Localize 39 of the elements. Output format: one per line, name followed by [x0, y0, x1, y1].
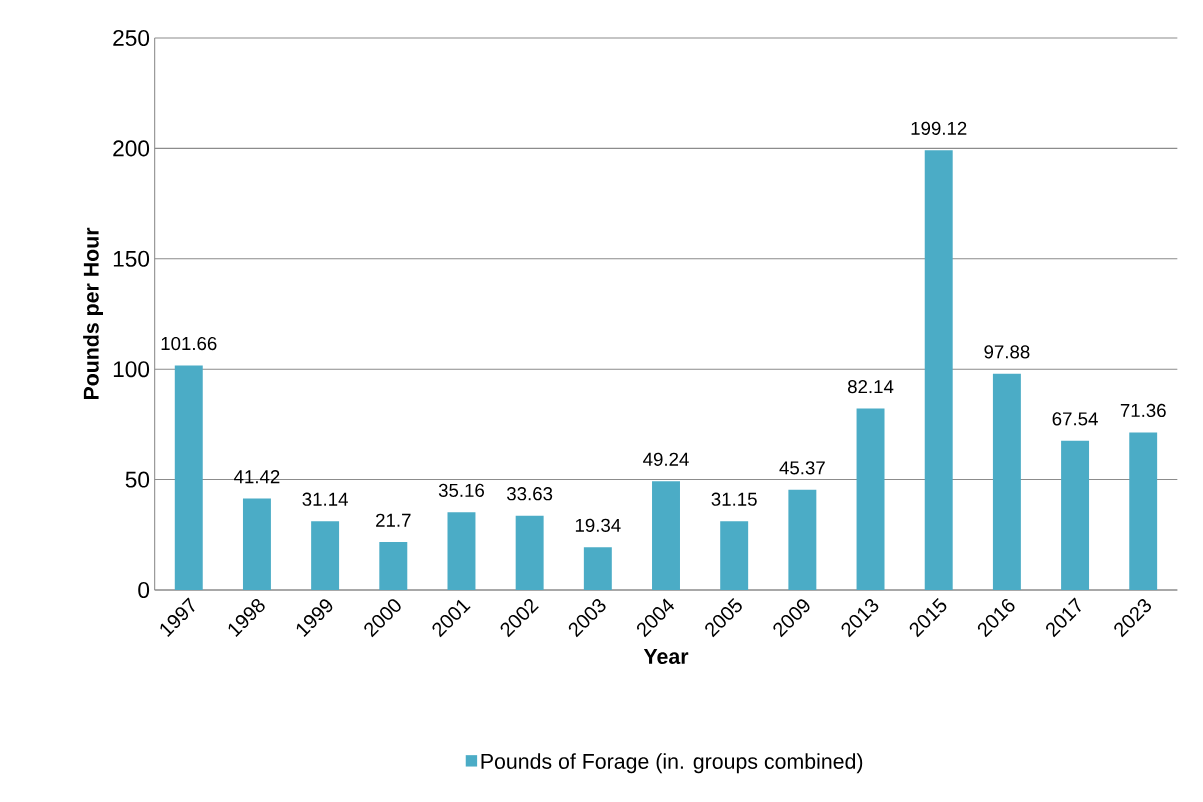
data-label: 41.42: [234, 470, 280, 484]
bar: [174, 365, 203, 590]
data-label: 97.88: [984, 345, 1030, 359]
bar: [447, 512, 476, 590]
data-label: 199.12: [911, 121, 967, 135]
y-tick-label: 150: [113, 250, 150, 267]
bar: [720, 521, 749, 590]
bar: [379, 542, 408, 590]
data-label: 101.66: [161, 336, 217, 351]
data-label: 31.15: [711, 492, 757, 506]
bar: [242, 498, 271, 590]
y-tick-label: 100: [113, 361, 150, 378]
bar: [515, 515, 544, 590]
x-axis-title: Year: [643, 649, 689, 664]
y-tick-label: 250: [113, 29, 150, 47]
bar: [992, 373, 1021, 590]
legend-label: Pounds of Forage (in. groups combined): [481, 753, 863, 774]
bar: [856, 408, 885, 590]
data-label: 35.16: [438, 483, 484, 497]
bar: [788, 489, 817, 590]
bar: [652, 481, 680, 590]
bar: [924, 150, 953, 590]
y-tick-label: 200: [113, 140, 150, 157]
bar: [1061, 440, 1090, 590]
data-label: 19.34: [575, 518, 621, 532]
data-label: 31.14: [302, 492, 348, 506]
y-tick-label: 0: [138, 581, 150, 599]
data-label: 33.63: [507, 487, 553, 501]
y-axis-title: Pounds per Hour: [83, 227, 103, 400]
data-label: 67.54: [1052, 412, 1098, 426]
data-label: 71.36: [1120, 403, 1166, 418]
data-label: 82.14: [848, 380, 894, 394]
data-label: 49.24: [643, 452, 689, 466]
bar: [1129, 432, 1158, 590]
data-label: 21.7: [376, 513, 411, 527]
bar: [583, 547, 612, 590]
data-label: 45.37: [779, 461, 825, 475]
y-tick-label: 50: [125, 471, 150, 488]
bar: [311, 521, 340, 590]
